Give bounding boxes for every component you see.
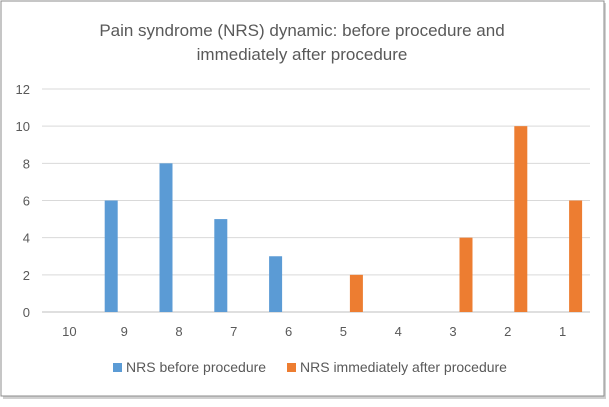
- y-tick-label: 6: [23, 194, 30, 209]
- legend-swatch-after: [287, 363, 296, 372]
- x-tick-label: 6: [285, 324, 292, 339]
- bar-before-6: [269, 256, 283, 312]
- x-tick-label: 3: [449, 324, 456, 339]
- legend: NRS before procedure NRS immediately aft…: [113, 359, 507, 375]
- bar-after-3: [459, 237, 473, 312]
- x-tick-label: 7: [230, 324, 237, 339]
- x-tick-label: 5: [340, 324, 347, 339]
- bar-before-8: [159, 163, 173, 312]
- chart-frame: [0, 0, 605, 397]
- x-tick-label: 10: [62, 324, 76, 339]
- y-tick-label: 0: [23, 305, 30, 320]
- x-tick-label: 8: [175, 324, 182, 339]
- bar-before-9: [104, 200, 118, 312]
- bars: [104, 126, 583, 313]
- y-tick-label: 12: [16, 82, 30, 97]
- y-tick-label: 2: [23, 268, 30, 283]
- legend-label-before: NRS before procedure: [126, 359, 266, 375]
- bar-before-7: [214, 219, 228, 312]
- y-tick-label: 8: [23, 156, 30, 171]
- chart-title-line2: immediately after procedure: [197, 45, 408, 64]
- gridlines: [42, 88, 590, 313]
- y-tick-label: 4: [23, 231, 30, 246]
- x-tick-label: 4: [395, 324, 402, 339]
- bar-after-1: [569, 200, 583, 312]
- chart-title-line1: Pain syndrome (NRS) dynamic: before proc…: [99, 21, 504, 40]
- x-tick-label: 9: [121, 324, 128, 339]
- legend-swatch-before: [113, 363, 122, 372]
- x-tick-label: 1: [559, 324, 566, 339]
- x-tick-label: 2: [504, 324, 511, 339]
- y-tick-label: 10: [16, 119, 30, 134]
- y-axis-ticks: 0 2 4 6 8 10 12: [16, 82, 30, 320]
- bar-after-5: [349, 274, 363, 312]
- legend-label-after: NRS immediately after procedure: [300, 359, 507, 375]
- bar-after-2: [514, 126, 528, 313]
- x-axis-ticks: 10 9 8 7 6 5 4 3 2 1: [62, 324, 566, 339]
